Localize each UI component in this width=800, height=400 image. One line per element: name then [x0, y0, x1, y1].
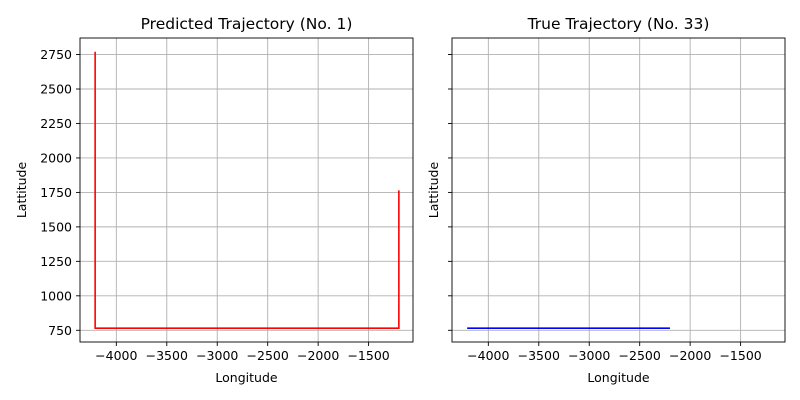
predicted-x-tick-label: −3000: [196, 348, 238, 363]
predicted-y-tick-label: 2500: [40, 82, 72, 97]
true-x-tick-label: −3000: [568, 348, 610, 363]
predicted-y-tick-label: 1500: [40, 219, 72, 234]
predicted-x-axis-label: Longitude: [215, 370, 277, 385]
true-y-axis-label: Lattitude: [426, 162, 441, 219]
true-x-tick-label: −1500: [719, 348, 761, 363]
predicted-trajectory-line: [94, 51, 400, 330]
predicted-plot-frame: [79, 37, 414, 343]
predicted-x-tick-label: −1500: [347, 348, 389, 363]
predicted-chart-title: Predicted Trajectory (No. 1): [141, 15, 353, 33]
true-x-tick-label: −4000: [467, 348, 509, 363]
true-plot-frame: [451, 37, 786, 343]
true-x-axis-label: Longitude: [587, 370, 649, 385]
predicted-y-tick-label: 1000: [40, 288, 72, 303]
predicted-y-tick-label: 750: [48, 323, 72, 338]
predicted-y-axis-label: Lattitude: [14, 162, 29, 219]
true-x-tick-label: −3500: [518, 348, 560, 363]
true-x-tick-label: −2500: [619, 348, 661, 363]
true-chart-title: True Trajectory (No. 33): [527, 15, 710, 33]
predicted-x-tick-label: −2000: [297, 348, 339, 363]
predicted-y-tick-label: 2000: [40, 150, 72, 165]
predicted-y-tick-label: 2750: [40, 47, 72, 62]
predicted-trajectory-panel: Predicted Trajectory (No. 1) Longitude L…: [14, 15, 414, 385]
predicted-y-tick-label: 2250: [40, 116, 72, 131]
predicted-y-tick-label: 1250: [40, 254, 72, 269]
predicted-y-tick-label: 1750: [40, 185, 72, 200]
true-trajectory-panel: True Trajectory (No. 33) Longitude Latti…: [426, 15, 786, 385]
predicted-x-tick-label: −3500: [146, 348, 188, 363]
predicted-x-tick-label: −4000: [95, 348, 137, 363]
predicted-x-tick-label: −2500: [247, 348, 289, 363]
true-x-tick-label: −2000: [669, 348, 711, 363]
